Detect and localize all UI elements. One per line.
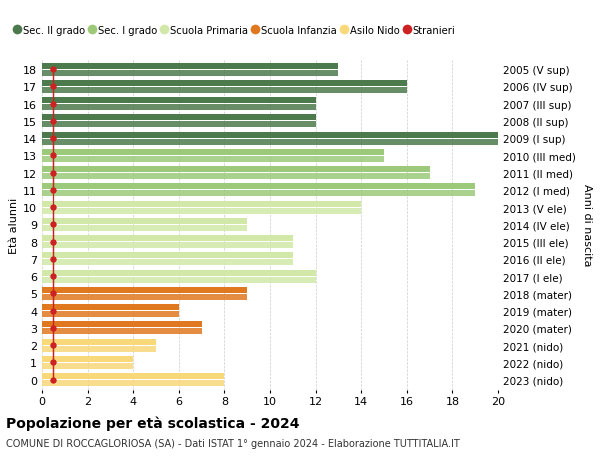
Bar	[42, 81, 407, 87]
Bar	[42, 201, 361, 207]
Bar	[42, 243, 293, 249]
Bar	[42, 381, 224, 386]
Text: COMUNE DI ROCCAGLORIOSA (SA) - Dati ISTAT 1° gennaio 2024 - Elaborazione TUTTITA: COMUNE DI ROCCAGLORIOSA (SA) - Dati ISTA…	[6, 438, 460, 448]
Legend: Sec. II grado, Sec. I grado, Scuola Primaria, Scuola Infanzia, Asilo Nido, Stran: Sec. II grado, Sec. I grado, Scuola Prim…	[11, 22, 459, 39]
Bar	[42, 218, 247, 224]
Bar	[42, 191, 475, 197]
Bar	[42, 122, 316, 128]
Bar	[42, 329, 202, 335]
Y-axis label: Età alunni: Età alunni	[9, 197, 19, 253]
Bar	[42, 322, 202, 328]
Bar	[42, 208, 361, 214]
Bar	[42, 88, 407, 94]
Bar	[42, 363, 133, 369]
Bar	[42, 277, 316, 283]
Bar	[42, 304, 179, 310]
Bar	[42, 174, 430, 180]
Bar	[42, 294, 247, 300]
Bar	[42, 225, 247, 231]
Bar	[42, 167, 430, 173]
Bar	[42, 339, 156, 345]
Bar	[42, 132, 498, 138]
Text: Popolazione per età scolastica - 2024: Popolazione per età scolastica - 2024	[6, 415, 299, 430]
Bar	[42, 157, 384, 162]
Bar	[42, 312, 179, 318]
Y-axis label: Anni di nascita: Anni di nascita	[583, 184, 592, 266]
Bar	[42, 260, 293, 266]
Bar	[42, 115, 316, 121]
Bar	[42, 140, 498, 146]
Bar	[42, 346, 156, 352]
Bar	[42, 373, 224, 379]
Bar	[42, 71, 338, 77]
Bar	[42, 98, 316, 104]
Bar	[42, 235, 293, 241]
Bar	[42, 356, 133, 362]
Bar	[42, 253, 293, 259]
Bar	[42, 150, 384, 156]
Bar	[42, 184, 475, 190]
Bar	[42, 287, 247, 293]
Bar	[42, 270, 316, 276]
Bar	[42, 105, 316, 111]
Bar	[42, 63, 338, 69]
